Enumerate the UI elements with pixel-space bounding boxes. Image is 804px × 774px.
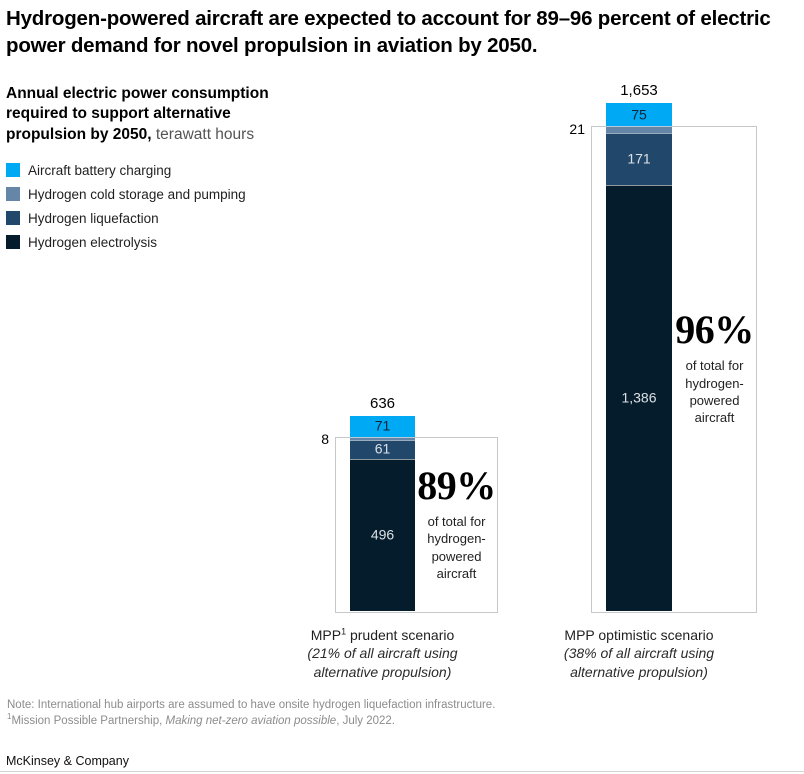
scenario-subtitle: (21% of all aircraft using alternative p… xyxy=(307,645,458,680)
bar-segment: 496 xyxy=(350,458,415,611)
legend-label: Aircraft battery charging xyxy=(28,162,172,178)
subtitle-unit: terawatt hours xyxy=(151,125,255,143)
subtitle-bold: Annual electric power consumption requir… xyxy=(6,85,269,143)
callout-percent: 89% xyxy=(417,463,496,509)
chart-title: Hydrogen-powered aircraft are expected t… xyxy=(6,7,771,57)
callout-caption: of total for hydrogen-powered aircraft xyxy=(685,358,744,426)
scenario-label: MPP1 prudent scenario (21% of all aircraf… xyxy=(285,626,481,681)
legend-swatch-icon xyxy=(6,187,20,201)
bar-total-label: 1,653 xyxy=(620,82,658,100)
segment-value-label: 496 xyxy=(370,526,395,543)
bar-segment xyxy=(606,126,672,133)
legend-item: Hydrogen cold storage and pumping xyxy=(6,186,246,202)
legend-swatch-icon xyxy=(6,163,20,177)
bar-segment: 61 xyxy=(350,439,415,459)
bar-segment: 71 xyxy=(350,415,415,438)
scenario-subtitle: (38% of all aircraft using alternative p… xyxy=(563,645,715,680)
legend-label: Hydrogen cold storage and pumping xyxy=(28,186,246,202)
scenario-name: MPP optimistic scenario xyxy=(564,627,714,643)
outside-segment-label: 8 xyxy=(321,430,329,447)
chart-subtitle: Annual electric power consumption requir… xyxy=(6,84,308,145)
scenario-label: MPP optimistic scenario (38% of all aircr… xyxy=(541,626,737,681)
stacked-bar: 71 61 496 xyxy=(350,415,415,611)
source-title: Making net-zero aviation possible xyxy=(165,714,337,727)
legend-item: Hydrogen liquefaction xyxy=(6,210,246,226)
scenario-name: MPP1 prudent scenario xyxy=(310,626,455,643)
footnotes: Note: International hub airports are ass… xyxy=(7,698,647,728)
callout-text: 89% of total for hydrogen-powered aircraf… xyxy=(415,437,498,611)
legend-swatch-icon xyxy=(6,211,20,225)
footnote-sup: 1 xyxy=(7,712,12,722)
footnote-note: Note: International hub airports are ass… xyxy=(7,699,496,711)
bar-segment: 75 xyxy=(606,103,672,127)
bar-segment xyxy=(350,437,415,440)
callout-text: 96% of total for hydrogen-powered aircraf… xyxy=(672,126,757,611)
legend-label: Hydrogen liquefaction xyxy=(28,210,159,226)
legend-item: Hydrogen electrolysis xyxy=(6,234,246,250)
segment-value-label: 75 xyxy=(631,106,647,123)
legend-swatch-icon xyxy=(6,235,20,249)
stacked-bar: 75 171 1,386 xyxy=(606,103,672,611)
legend-label: Hydrogen electrolysis xyxy=(28,234,158,250)
footnote-source: 1Mission Possible Partnership, Making ne… xyxy=(7,712,396,727)
bar-segment: 1,386 xyxy=(606,185,672,611)
bottom-divider xyxy=(0,771,804,772)
segment-value-label: 61 xyxy=(374,440,391,457)
legend: Aircraft battery charging Hydrogen cold s… xyxy=(6,163,246,259)
callout-percent: 96% xyxy=(675,307,754,353)
mckinsey-brand: McKinsey & Company xyxy=(6,754,129,768)
segment-value-label: 1,386 xyxy=(621,389,657,406)
bar-total-label: 636 xyxy=(369,394,396,412)
bar-segment: 171 xyxy=(606,132,672,186)
segment-value-label: 71 xyxy=(374,418,391,435)
outside-segment-label: 21 xyxy=(569,121,585,138)
segment-value-label: 171 xyxy=(627,150,651,167)
callout-caption: of total for hydrogen-powered aircraft xyxy=(427,514,486,581)
legend-item: Aircraft battery charging xyxy=(6,162,246,178)
